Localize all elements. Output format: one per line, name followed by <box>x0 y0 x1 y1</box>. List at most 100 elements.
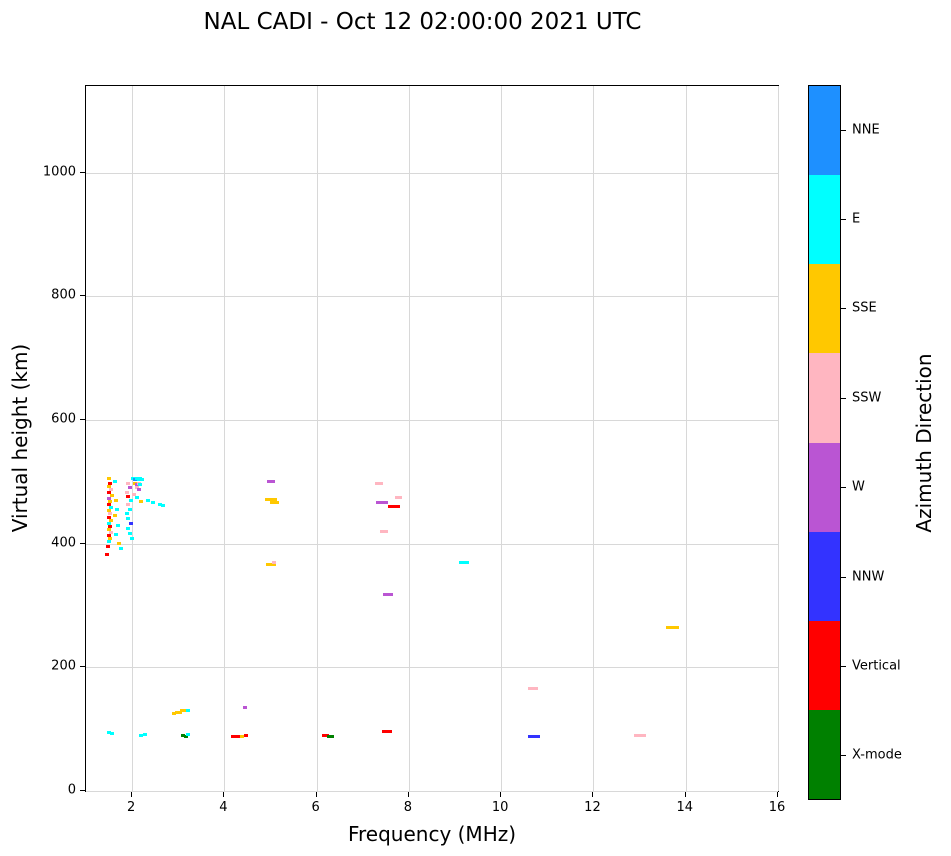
gridline-horizontal <box>86 172 778 174</box>
data-point-sse <box>112 514 117 518</box>
gridline-vertical <box>132 86 134 791</box>
gridline-vertical <box>408 86 410 791</box>
x-axis-tick <box>131 792 133 797</box>
colorbar <box>808 85 841 800</box>
y-axis-tick-label: 400 <box>51 535 76 551</box>
colorbar-label-ssw: SSW <box>852 390 882 406</box>
data-point-x-mode <box>183 735 188 739</box>
data-point-x-mode <box>180 733 185 737</box>
data-point-sse <box>139 500 144 504</box>
plot-area <box>85 85 779 792</box>
data-point-sse <box>108 500 113 504</box>
data-point-ssw <box>132 492 137 496</box>
data-point-sse <box>107 485 112 489</box>
colorbar-tick <box>841 665 846 667</box>
colorbar-label-e: E <box>852 211 861 227</box>
colorbar-segment-e <box>809 175 840 265</box>
data-point-ssw <box>125 482 130 486</box>
data-point-vertical <box>107 515 112 519</box>
data-point-e <box>160 503 165 507</box>
data-point-e <box>138 482 143 486</box>
data-point-ssw <box>272 560 277 564</box>
data-point-e <box>109 506 114 510</box>
gridline-horizontal <box>86 419 778 421</box>
data-point-e <box>107 521 112 525</box>
data-point-e <box>146 498 151 502</box>
x-axis-tick <box>500 792 502 797</box>
data-point-sse <box>239 735 244 739</box>
x-axis-tick-label: 10 <box>491 800 509 815</box>
data-point-ssw <box>134 486 139 490</box>
data-point-e <box>130 537 135 541</box>
y-axis-tick <box>80 790 85 791</box>
x-axis-tick-label: 4 <box>219 800 228 815</box>
data-point-w <box>107 496 112 500</box>
data-point-x-mode <box>326 735 334 739</box>
gridline-horizontal <box>86 667 778 669</box>
data-point-sse <box>266 562 277 566</box>
colorbar-label-nnw: NNW <box>852 569 885 585</box>
colorbar-tick <box>841 487 846 489</box>
data-point-e <box>127 508 132 512</box>
x-axis-tick <box>407 792 409 797</box>
data-point-sse <box>107 477 112 481</box>
data-point-sse <box>110 493 115 497</box>
data-point-e <box>157 502 162 506</box>
data-point-e <box>142 732 147 736</box>
data-point-w <box>383 592 394 596</box>
colorbar-segment-x-mode <box>809 709 840 799</box>
y-axis-label: Virtual height (km) <box>8 343 32 533</box>
data-point-sse <box>171 712 176 716</box>
x-axis-tick <box>777 792 778 797</box>
data-point-e <box>109 731 114 735</box>
data-point-e <box>126 517 131 521</box>
data-point-e <box>186 732 191 736</box>
y-axis-tick-label: 800 <box>51 287 76 303</box>
x-axis-tick-label: 6 <box>311 800 320 815</box>
gridline-horizontal <box>86 543 778 545</box>
data-point-vertical <box>381 729 392 733</box>
data-point-e <box>139 733 144 737</box>
data-point-sse <box>269 500 279 504</box>
data-point-e <box>140 478 145 482</box>
y-axis-tick <box>80 542 85 544</box>
colorbar-segment-vertical <box>809 620 840 710</box>
data-point-sse <box>265 497 278 501</box>
data-point-ssw <box>109 487 114 491</box>
colorbar-title: Azimuth Direction <box>912 353 936 533</box>
x-axis-tick <box>684 792 686 797</box>
x-axis-tick <box>592 792 594 797</box>
gridline-vertical <box>593 86 595 791</box>
data-point-e <box>186 709 191 713</box>
data-point-ssw <box>124 490 129 494</box>
data-point-e <box>128 498 133 502</box>
gridline-vertical <box>224 86 226 791</box>
data-point-vertical <box>231 735 241 739</box>
data-point-e <box>127 531 132 535</box>
data-point-sse <box>117 542 122 546</box>
colorbar-label-sse: SSE <box>852 300 877 316</box>
data-point-vertical <box>388 505 401 509</box>
data-point-vertical <box>322 733 330 737</box>
data-point-e <box>459 560 470 564</box>
data-point-sse <box>174 710 182 714</box>
gridline-vertical <box>685 86 687 791</box>
data-point-ssw <box>395 495 403 499</box>
data-point-e <box>112 480 117 484</box>
data-point-w <box>127 486 132 490</box>
data-point-vertical <box>108 481 113 485</box>
data-point-vertical <box>108 524 113 528</box>
data-point-vertical <box>126 495 131 499</box>
x-axis-tick <box>315 792 317 797</box>
x-axis-tick-label: 2 <box>126 800 136 815</box>
data-point-w <box>137 488 142 492</box>
chart-title: NAL CADI - Oct 12 02:00:00 2021 UTC <box>203 9 642 35</box>
data-point-vertical <box>107 503 112 507</box>
colorbar-segment-nnw <box>809 531 840 621</box>
gridline-vertical <box>316 86 318 791</box>
colorbar-segment-ssw <box>809 353 840 443</box>
x-axis-tick-label: 12 <box>584 800 601 815</box>
data-point-nnw <box>128 522 133 526</box>
data-point-sse <box>113 498 118 502</box>
